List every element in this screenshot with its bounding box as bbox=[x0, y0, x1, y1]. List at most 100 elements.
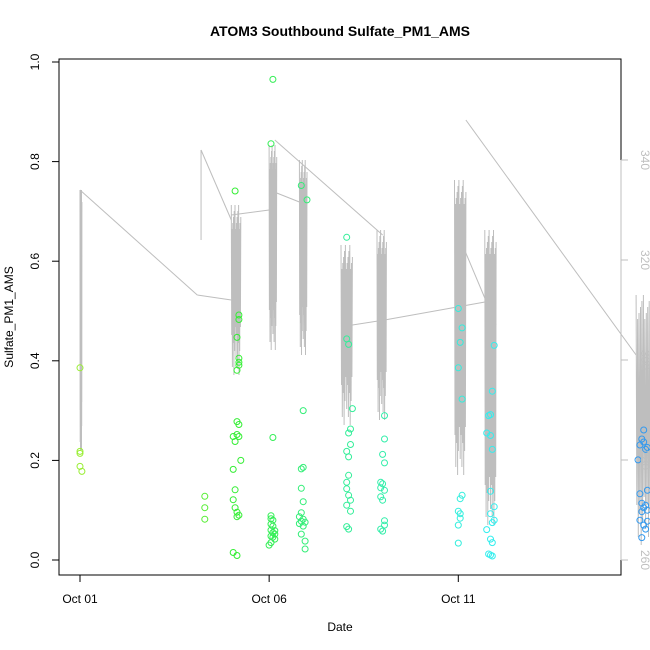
altitude-segment-6 bbox=[454, 179, 467, 476]
data-point bbox=[78, 467, 86, 475]
altitude-segment-1 bbox=[230, 204, 242, 376]
altitude-segment-7 bbox=[484, 229, 497, 526]
data-point bbox=[640, 426, 648, 434]
data-point bbox=[343, 485, 351, 493]
data-point bbox=[235, 511, 243, 519]
y2-tick-label: 340 bbox=[638, 150, 650, 170]
data-point bbox=[76, 449, 84, 457]
data-point bbox=[76, 364, 84, 372]
altitude-segment-4 bbox=[340, 244, 353, 426]
y2-tick-label: 300 bbox=[638, 350, 650, 370]
data-point bbox=[638, 534, 646, 542]
data-point bbox=[638, 508, 646, 516]
data-point bbox=[381, 521, 388, 529]
data-point bbox=[377, 525, 385, 533]
data-point bbox=[643, 517, 650, 525]
data-point bbox=[381, 486, 388, 494]
data-point bbox=[345, 471, 353, 479]
data-point bbox=[488, 519, 496, 527]
data-point bbox=[271, 527, 279, 535]
y-tick-label: 1.0 bbox=[28, 53, 42, 70]
data-point bbox=[643, 444, 650, 451]
data-point bbox=[381, 412, 388, 420]
data-point bbox=[488, 539, 496, 547]
data-point bbox=[456, 338, 464, 346]
data-point bbox=[634, 456, 642, 464]
altitude-connector-0 bbox=[79, 189, 198, 296]
data-point bbox=[267, 515, 275, 523]
data-point bbox=[490, 341, 498, 349]
data-point bbox=[297, 484, 305, 492]
data-points bbox=[76, 75, 650, 560]
data-point bbox=[458, 491, 466, 499]
data-point bbox=[267, 512, 275, 520]
data-point bbox=[297, 465, 305, 473]
data-point bbox=[487, 487, 494, 495]
data-point bbox=[381, 459, 388, 467]
y-tick-label: 0.4 bbox=[28, 352, 42, 369]
data-point bbox=[233, 552, 241, 559]
altitude-connector-1 bbox=[197, 294, 232, 301]
data-point bbox=[233, 513, 241, 521]
data-point bbox=[642, 445, 650, 453]
altitude-segment-0 bbox=[79, 189, 83, 451]
data-point bbox=[636, 441, 644, 449]
data-point bbox=[487, 551, 494, 559]
data-point bbox=[636, 516, 644, 524]
data-point bbox=[345, 525, 353, 533]
data-point bbox=[76, 447, 84, 455]
data-point bbox=[269, 529, 277, 537]
data-point bbox=[299, 463, 307, 471]
data-point bbox=[483, 526, 491, 534]
data-point bbox=[379, 450, 387, 458]
data-point bbox=[235, 316, 243, 323]
altitude-segment-5 bbox=[376, 229, 387, 421]
x-tick-label: Oct 06 bbox=[251, 592, 287, 606]
altitude-connector-10 bbox=[465, 119, 637, 356]
data-point bbox=[303, 196, 311, 204]
data-point bbox=[347, 496, 354, 504]
data-point bbox=[231, 504, 239, 512]
data-point bbox=[642, 525, 650, 533]
secondary-y-axis: 260 280 300 320 340 bbox=[620, 150, 650, 570]
data-point bbox=[343, 478, 351, 486]
data-point bbox=[454, 521, 462, 529]
data-point bbox=[233, 431, 241, 438]
data-point bbox=[347, 441, 354, 448]
data-point bbox=[269, 434, 277, 441]
data-point bbox=[235, 358, 243, 366]
data-point bbox=[381, 435, 388, 443]
data-point bbox=[345, 453, 353, 461]
data-point bbox=[347, 425, 354, 433]
data-point bbox=[297, 530, 305, 538]
data-point bbox=[231, 486, 239, 494]
data-point bbox=[299, 498, 307, 506]
data-point bbox=[458, 395, 466, 403]
altitude-segment-2 bbox=[268, 144, 278, 351]
data-point bbox=[485, 412, 493, 420]
data-point bbox=[299, 522, 307, 530]
x-axis: Oct 01 Oct 06 Oct 11 bbox=[62, 574, 476, 606]
data-point bbox=[229, 496, 237, 504]
altitude-connector-2 bbox=[200, 149, 232, 221]
data-point bbox=[235, 433, 243, 440]
data-point bbox=[487, 535, 494, 543]
data-point bbox=[201, 492, 209, 500]
data-point bbox=[488, 445, 496, 453]
altitude-connector-5 bbox=[268, 189, 308, 206]
x-axis-label: Date bbox=[327, 620, 353, 634]
data-point bbox=[301, 545, 309, 553]
data-point bbox=[235, 421, 243, 428]
data-point bbox=[454, 539, 462, 547]
data-point bbox=[201, 515, 209, 523]
data-point bbox=[487, 432, 494, 439]
y-tick-label: 0.2 bbox=[28, 452, 42, 469]
data-point bbox=[381, 517, 388, 525]
data-point bbox=[456, 514, 464, 522]
data-point bbox=[379, 527, 387, 535]
data-point bbox=[297, 182, 305, 189]
data-point bbox=[345, 429, 353, 437]
data-point bbox=[269, 75, 277, 83]
data-point bbox=[379, 480, 387, 488]
